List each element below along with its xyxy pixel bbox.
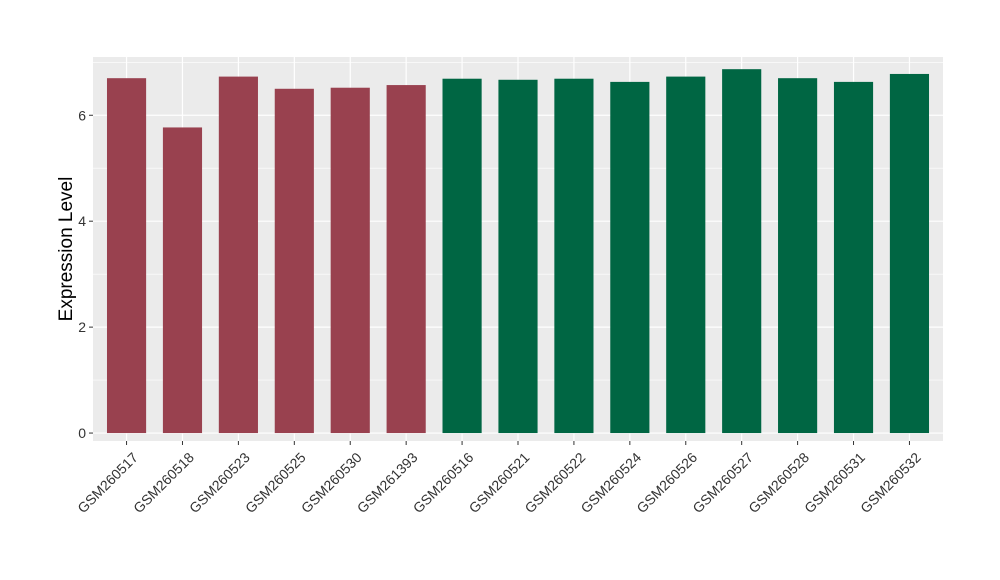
x-axis: GSM260517GSM260518GSM260523GSM260525GSM2…	[74, 441, 924, 516]
bar-GSM260524	[610, 81, 650, 434]
bar-GSM260526	[666, 76, 706, 434]
bars	[106, 69, 930, 434]
y-tick-label: 4	[78, 213, 86, 229]
y-tick-label: 2	[78, 319, 86, 335]
bar-GSM260517	[106, 78, 147, 434]
y-tick-label: 0	[78, 425, 86, 441]
bar-GSM260528	[778, 78, 818, 434]
bar-GSM260521	[498, 79, 538, 434]
y-axis: 0 2 4 6	[78, 107, 93, 441]
bar-GSM260532	[889, 73, 930, 434]
bar-GSM260523	[218, 76, 258, 434]
bar-GSM260518	[162, 127, 203, 434]
y-tick-label: 6	[78, 107, 86, 123]
y-axis-label: Expression Level	[56, 177, 77, 322]
bar-GSM260531	[833, 81, 874, 434]
bar-GSM260522	[554, 78, 594, 434]
bar-GSM261393	[386, 85, 426, 434]
bar-GSM260516	[442, 78, 482, 434]
bar-GSM260530	[330, 87, 370, 434]
x-tick-label: GSM260532	[857, 449, 924, 516]
bar-GSM260527	[722, 69, 762, 434]
bar-GSM260525	[274, 88, 314, 434]
